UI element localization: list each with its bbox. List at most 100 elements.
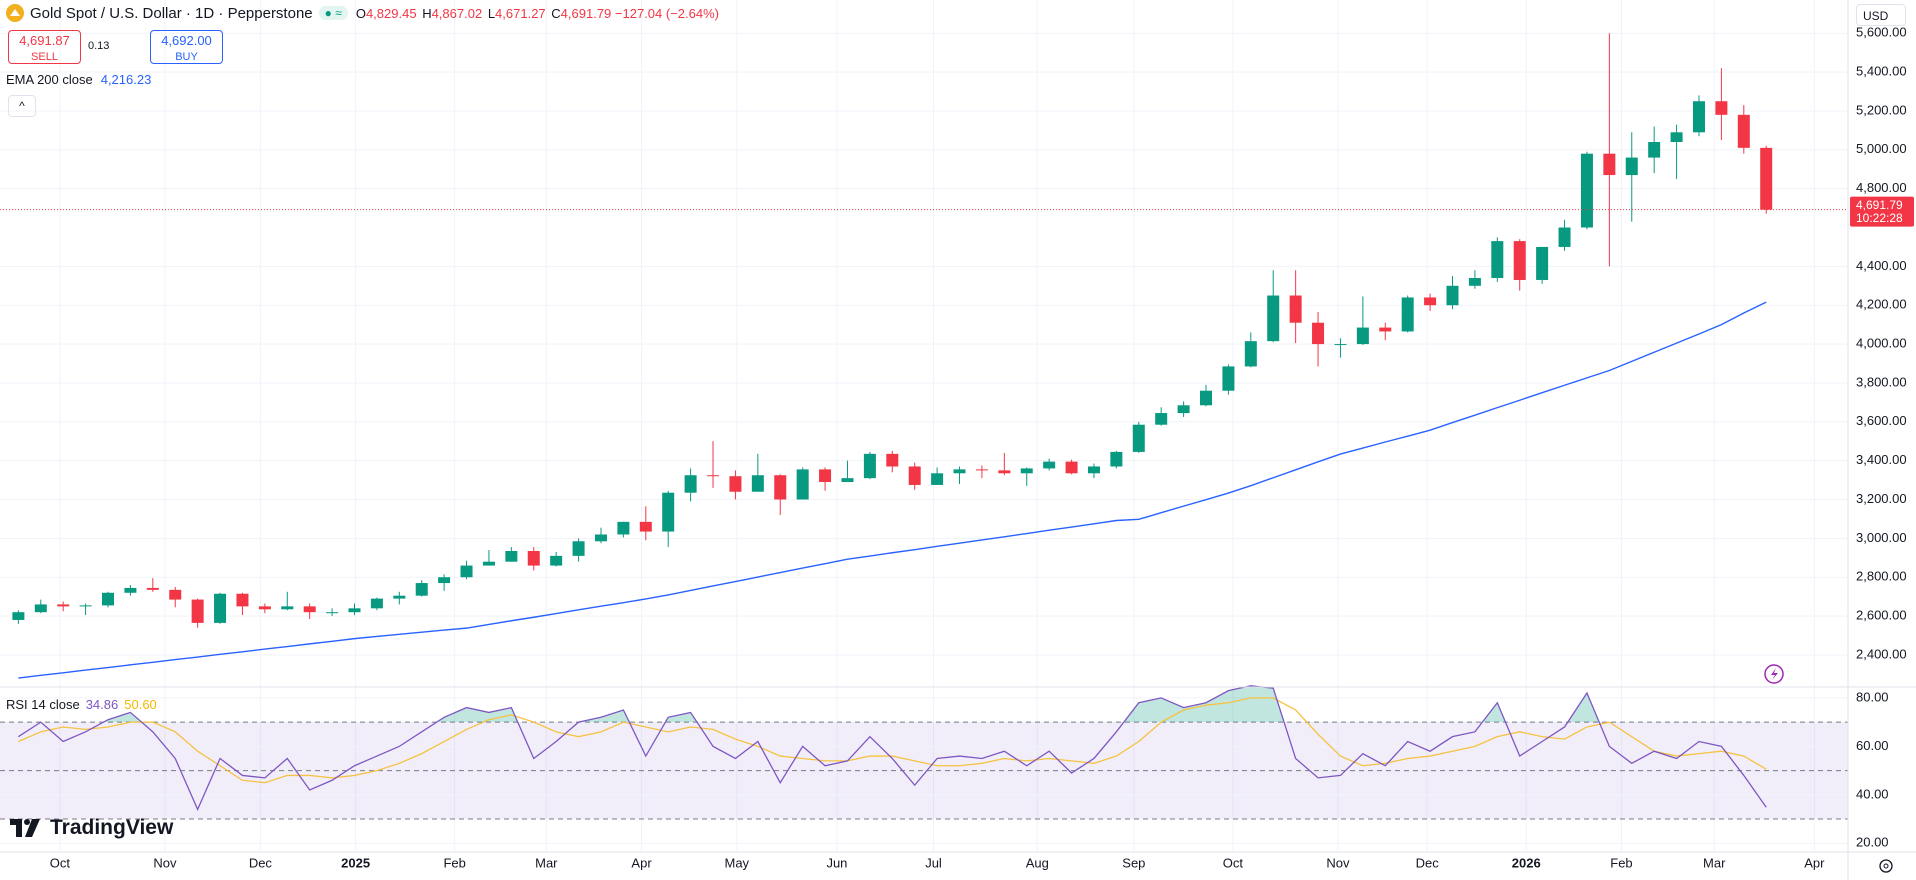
settings-icon[interactable]: [1879, 859, 1893, 873]
candle-body: [662, 492, 675, 532]
candle-body: [146, 587, 159, 590]
candle-body: [102, 592, 115, 606]
brand-logo: [10, 819, 40, 837]
y-tick-label: 5,400.00: [1856, 64, 1907, 79]
x-tick-label: Jul: [925, 855, 942, 870]
candle-body: [707, 475, 720, 477]
rsi-line: [18, 685, 1767, 811]
x-tick-label: Apr: [631, 855, 652, 870]
candle-body: [684, 475, 697, 493]
candle-body: [1222, 366, 1235, 391]
y-tick-label: 3,400.00: [1856, 452, 1907, 467]
candle-body: [1289, 295, 1302, 323]
symbol-icon: [6, 4, 24, 22]
candle-body: [1692, 101, 1705, 133]
symbol-title: Gold Spot / U.S. Dollar · 1D · Peppersto…: [30, 4, 313, 22]
ohlc-key: H: [422, 5, 432, 21]
x-tick-label: Feb: [1610, 855, 1632, 870]
candle-body: [393, 595, 406, 599]
y-tick-label: 2,600.00: [1856, 608, 1907, 623]
ohlc-value: 4,867.02: [431, 5, 483, 21]
candle-body: [370, 598, 383, 609]
candle-body: [1155, 413, 1168, 425]
x-tick-label: Dec: [1416, 855, 1440, 870]
candle-body: [1760, 147, 1773, 210]
y-tick-label: 3,200.00: [1856, 491, 1907, 506]
y-tick-label: 3,000.00: [1856, 530, 1907, 545]
x-tick-label: Nov: [153, 855, 177, 870]
candle-body: [1401, 297, 1414, 332]
currency-button[interactable]: USD: [1856, 4, 1906, 26]
x-tick-label: Mar: [535, 855, 558, 870]
ema-legend: EMA 200 close 4,216.23: [6, 72, 151, 87]
candle-body: [1580, 153, 1593, 228]
candle-body: [1603, 153, 1616, 176]
candle-body: [594, 534, 607, 542]
y-tick-label: 4,800.00: [1856, 180, 1907, 195]
ohlc-key: C: [551, 5, 561, 21]
candle-body: [1625, 157, 1638, 176]
candle-body: [482, 561, 495, 566]
ohlc-value: 4,691.79: [560, 5, 612, 21]
y-tick-label: 5,200.00: [1856, 102, 1907, 117]
lightning-icon[interactable]: [1764, 664, 1784, 684]
y-tick-label: 20.00: [1856, 835, 1889, 850]
change: −127.04 (−2.64%): [614, 5, 719, 21]
candle-body: [1244, 341, 1257, 367]
candle-body: [505, 550, 518, 562]
candle-body: [415, 583, 428, 596]
collapse-button[interactable]: ^: [8, 95, 36, 117]
candle-body: [1715, 101, 1728, 115]
candle-body: [1536, 246, 1549, 280]
candle-body: [1334, 344, 1347, 346]
last-price-label: 4,691.79: [1856, 198, 1903, 212]
candle-body: [214, 593, 227, 623]
x-tick-label: Apr: [1804, 855, 1825, 870]
countdown-label: 10:22:28: [1856, 211, 1903, 225]
candle-body: [1648, 142, 1661, 158]
candle-body: [1087, 466, 1100, 474]
candle-body: [1558, 227, 1571, 247]
candle-body: [1020, 468, 1033, 474]
y-tick-label: 4,400.00: [1856, 258, 1907, 273]
candle-body: [572, 541, 585, 556]
spread: 0.13: [88, 40, 110, 52]
candle-body: [1491, 241, 1504, 279]
candle-body: [1200, 390, 1213, 406]
candle-body: [303, 606, 316, 613]
x-tick-label: Dec: [249, 855, 273, 870]
sell-button[interactable]: 4,691.87 SELL: [8, 30, 81, 64]
candle-body: [1132, 424, 1145, 452]
x-tick-label: Sep: [1122, 855, 1145, 870]
candle-body: [953, 469, 966, 474]
candle-body: [1110, 451, 1123, 467]
candle-body: [863, 453, 876, 479]
rsi-title: RSI 14 close: [6, 697, 80, 712]
candle-body: [1267, 295, 1280, 342]
rsi-ma-value: 50.60: [124, 697, 157, 712]
candle-body: [617, 521, 630, 535]
ohlc-key: O: [355, 5, 366, 21]
buy-button[interactable]: 4,692.00 BUY: [150, 30, 223, 64]
candle-body: [550, 555, 563, 566]
currency: USD: [1863, 9, 1889, 23]
candle-body: [236, 593, 249, 607]
candle-body: [639, 521, 652, 532]
ohlc-value: 4,671.27: [495, 5, 546, 21]
y-tick-label: 40.00: [1856, 786, 1889, 801]
y-tick-label: 2,400.00: [1856, 646, 1907, 661]
sell-label: SELL: [31, 51, 58, 63]
candle-body: [124, 587, 137, 593]
brand-name: TradingView: [50, 816, 174, 839]
y-tick-label: 3,800.00: [1856, 374, 1907, 389]
x-tick-label: 2026: [1512, 855, 1541, 870]
y-tick-label: 60.00: [1856, 738, 1889, 753]
candle-body: [1065, 461, 1078, 474]
y-tick-label: 80.00: [1856, 689, 1889, 704]
candle-body: [1737, 114, 1750, 148]
last-price-box: [1850, 196, 1914, 227]
candle-body: [1513, 241, 1526, 280]
ohlc: O4,829.45 H4,867.02 L4,671.27 C4,691.79 …: [354, 6, 719, 21]
candle-body: [998, 470, 1011, 474]
